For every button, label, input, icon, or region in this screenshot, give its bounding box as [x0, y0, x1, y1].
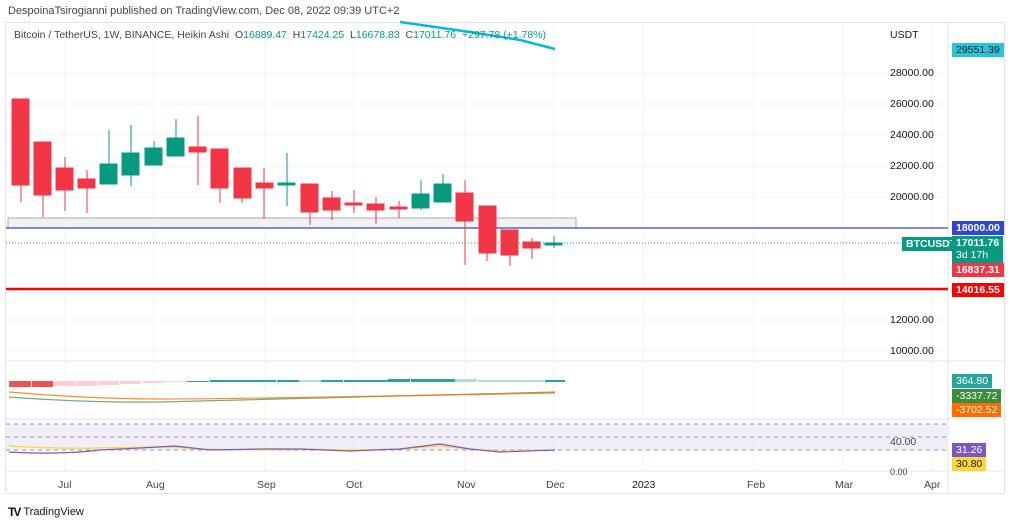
signal-tag: -3702.52 [952, 403, 1002, 417]
tradingview-logo-icon: TV [8, 505, 21, 519]
bar-countdown: 3d 17h [956, 249, 989, 261]
symbol-tag: BTCUSDT [902, 237, 961, 251]
price-tick: 24000.00 [890, 129, 934, 141]
moving-average-line [399, 20, 556, 51]
symbol-legend: Bitcoin / TetherUS, 1W, BINANCE, Heikin … [14, 29, 547, 41]
macd-tag: -3337.72 [952, 389, 1002, 403]
low-value: 16678.83 [355, 29, 400, 41]
price-tick: 28000.00 [890, 67, 934, 79]
open-value: 16889.47 [243, 29, 287, 41]
price-tick: 12000.00 [890, 314, 934, 326]
ma-price-tag: 29551.39 [952, 43, 1004, 57]
macd-histogram [9, 379, 565, 387]
currency-label: USDT [890, 29, 919, 41]
time-tick: Aug [146, 479, 165, 491]
publisher-line: DespoinaTsirogianni published on Trading… [8, 5, 400, 17]
signal-line [8, 391, 556, 400]
last-price-tag: 17011.76 3d 17h [952, 236, 1004, 263]
time-tick: Dec [546, 479, 565, 491]
symbol-title[interactable]: Bitcoin / TetherUS, 1W, BINANCE, Heikin … [14, 29, 230, 41]
time-tick: Jul [58, 479, 72, 491]
close-value: 17011.76 [413, 29, 457, 41]
time-tick: Nov [457, 479, 476, 491]
resistance-price-tag: 18000.00 [952, 221, 1004, 235]
rsi-level-tick: 0.00 [890, 467, 908, 477]
price-tick: 20000.00 [890, 191, 934, 203]
price-tick: 22000.00 [890, 160, 934, 172]
time-tick: Feb [747, 479, 766, 491]
change-value: +297.78 (+1.78%) [461, 29, 547, 41]
candles [11, 98, 563, 266]
chart-frame [5, 22, 1005, 494]
rsi-tag: 31.26 [952, 443, 987, 457]
time-tick: 2023 [632, 479, 656, 491]
high-value: 17424.25 [300, 29, 345, 41]
price-tick: 10000.00 [890, 345, 934, 357]
brand-name: TradingView [23, 506, 84, 518]
macd-histogram-tag: 364.80 [952, 374, 993, 388]
rsi-ma-tag: 30.80 [952, 457, 987, 471]
time-tick: Sep [257, 479, 276, 491]
support-price-tag: 14016.55 [952, 283, 1004, 297]
time-tick: Oct [346, 479, 363, 491]
tradingview-brand[interactable]: TV TradingView [8, 505, 84, 519]
rsi-line [8, 443, 556, 454]
rsi-ma-line [8, 445, 556, 452]
rsi-level-tick: 40.00 [890, 436, 917, 448]
price-tick: 26000.00 [890, 98, 934, 110]
prev-close-tag: 16837.31 [952, 263, 1004, 277]
time-tick: Mar [835, 479, 854, 491]
time-tick: Apr [924, 479, 941, 491]
